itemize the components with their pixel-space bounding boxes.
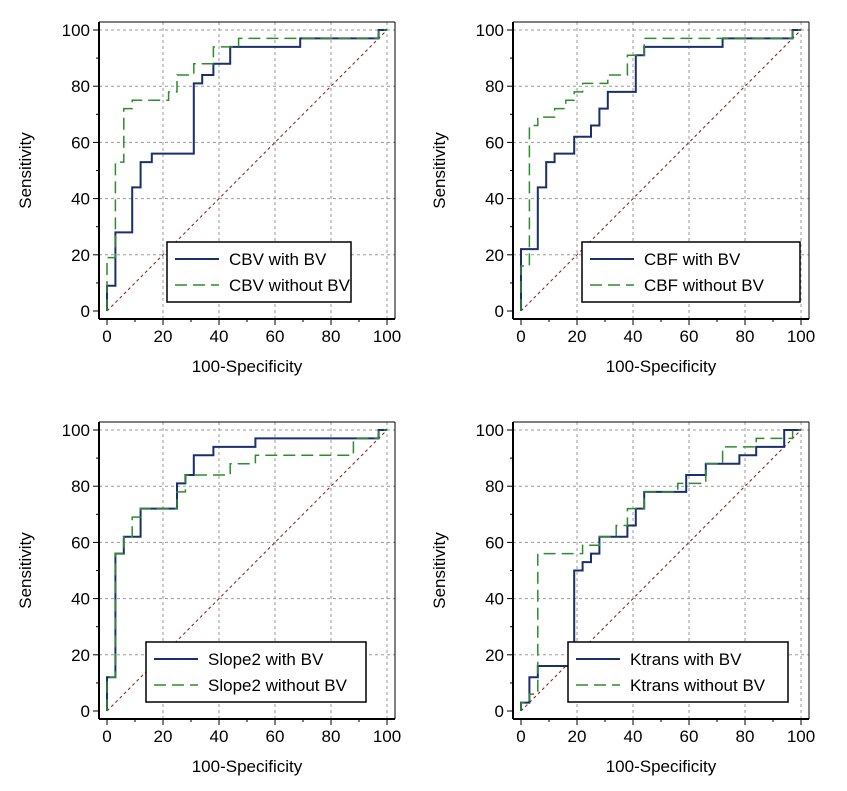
y-tick-label: 0 bbox=[495, 702, 504, 721]
legend-box bbox=[145, 641, 367, 703]
y-tick-label: 80 bbox=[485, 477, 504, 496]
legend-label: CBF with BV bbox=[644, 250, 741, 269]
y-axis-title: Sensitivity bbox=[430, 532, 449, 609]
legend-label: Ktrans with BV bbox=[630, 650, 742, 669]
roc-curve-cbv-with-bv bbox=[106, 29, 387, 311]
x-tick-label: 40 bbox=[210, 327, 229, 346]
x-tick-label: 0 bbox=[516, 727, 525, 746]
y-tick-label: 100 bbox=[476, 21, 504, 40]
x-tick-label: 40 bbox=[210, 727, 229, 746]
x-tick-label: 0 bbox=[102, 327, 111, 346]
x-tick-label: 100 bbox=[373, 727, 401, 746]
legend-label: Slope2 without BV bbox=[208, 676, 348, 695]
y-tick-label: 60 bbox=[71, 133, 90, 152]
y-tick-label: 100 bbox=[62, 421, 90, 440]
y-tick-label: 0 bbox=[495, 302, 504, 321]
x-tick-label: 100 bbox=[373, 327, 401, 346]
x-tick-label: 100 bbox=[787, 727, 815, 746]
x-axis-title: 100-Specificity bbox=[192, 357, 303, 376]
y-tick-label: 20 bbox=[71, 246, 90, 265]
y-tick-label: 20 bbox=[71, 646, 90, 665]
reference-diagonal bbox=[520, 29, 802, 312]
x-tick-label: 80 bbox=[322, 727, 341, 746]
x-tick-label: 60 bbox=[266, 727, 285, 746]
y-tick-label: 60 bbox=[71, 533, 90, 552]
x-tick-label: 0 bbox=[102, 727, 111, 746]
x-tick-label: 20 bbox=[154, 327, 173, 346]
y-tick-label: 80 bbox=[485, 77, 504, 96]
legend: Slope2 with BV Slope2 without BV bbox=[145, 641, 367, 703]
y-tick-label: 40 bbox=[71, 590, 90, 609]
legend-box bbox=[166, 241, 352, 303]
y-tick-label: 40 bbox=[485, 190, 504, 209]
y-tick-label: 100 bbox=[476, 421, 504, 440]
y-tick-label: 80 bbox=[71, 477, 90, 496]
legend-label: Slope2 with BV bbox=[208, 650, 324, 669]
roc-curve-ktrans-without-bv bbox=[520, 429, 801, 711]
roc-curve-cbf-without-bv bbox=[520, 29, 801, 311]
x-tick-label: 80 bbox=[322, 327, 341, 346]
legend: CBV with BV CBV without BV bbox=[166, 241, 352, 303]
y-axis-title: Sensitivity bbox=[16, 532, 35, 609]
x-tick-label: 80 bbox=[736, 327, 755, 346]
x-tick-label: 20 bbox=[154, 727, 173, 746]
roc-curve-cbf-with-bv bbox=[520, 29, 801, 311]
y-axis-title: Sensitivity bbox=[16, 132, 35, 209]
y-tick-label: 0 bbox=[81, 302, 90, 321]
legend-box bbox=[581, 241, 801, 303]
legend: CBF with BV CBF without BV bbox=[581, 241, 801, 303]
legend-label: CBF without BV bbox=[644, 276, 765, 295]
y-axis-title: Sensitivity bbox=[430, 132, 449, 209]
roc-panel-slope2: 00 20 20 40 40 60 60 80 80 100 100 100-Specificity S… bbox=[16, 421, 401, 776]
y-tick-label: 60 bbox=[485, 533, 504, 552]
x-tick-label: 80 bbox=[736, 727, 755, 746]
x-axis-title: 100-Specificity bbox=[606, 757, 717, 776]
legend-label: CBV without BV bbox=[229, 276, 351, 295]
x-tick-label: 20 bbox=[568, 727, 587, 746]
x-tick-label: 0 bbox=[516, 327, 525, 346]
y-tick-label: 40 bbox=[485, 590, 504, 609]
roc-panel-cbf: 00 20 20 40 40 60 60 80 80 100 100 100-Specificity S… bbox=[430, 21, 815, 376]
y-tick-label: 20 bbox=[485, 246, 504, 265]
roc-panel-ktrans: 00 20 20 40 40 60 60 80 80 100 100 100-Specificity S… bbox=[430, 421, 815, 776]
x-tick-label: 60 bbox=[680, 327, 699, 346]
x-axis-title: 100-Specificity bbox=[606, 357, 717, 376]
x-tick-label: 100 bbox=[787, 327, 815, 346]
x-tick-label: 40 bbox=[624, 327, 643, 346]
x-tick-label: 20 bbox=[568, 327, 587, 346]
y-tick-label: 20 bbox=[485, 646, 504, 665]
roc-curve-slope2-without-bv bbox=[106, 429, 387, 711]
x-tick-label: 40 bbox=[624, 727, 643, 746]
y-tick-label: 60 bbox=[485, 133, 504, 152]
y-tick-label: 80 bbox=[71, 77, 90, 96]
legend-label: CBV with BV bbox=[229, 250, 327, 269]
roc-panel-cbv: 00 20 20 40 40 60 60 80 80 100 100 100-Specificity S… bbox=[16, 21, 401, 376]
x-axis-title: 100-Specificity bbox=[192, 757, 303, 776]
y-tick-label: 0 bbox=[81, 702, 90, 721]
legend-label: Ktrans without BV bbox=[630, 676, 766, 695]
reference-diagonal bbox=[106, 29, 388, 312]
y-tick-label: 100 bbox=[62, 21, 90, 40]
x-tick-label: 60 bbox=[680, 727, 699, 746]
legend: Ktrans with BV Ktrans without BV bbox=[567, 641, 789, 703]
x-tick-label: 60 bbox=[266, 327, 285, 346]
legend-box bbox=[567, 641, 789, 703]
y-tick-label: 40 bbox=[71, 190, 90, 209]
roc-curve-cbv-without-bv bbox=[106, 29, 387, 311]
